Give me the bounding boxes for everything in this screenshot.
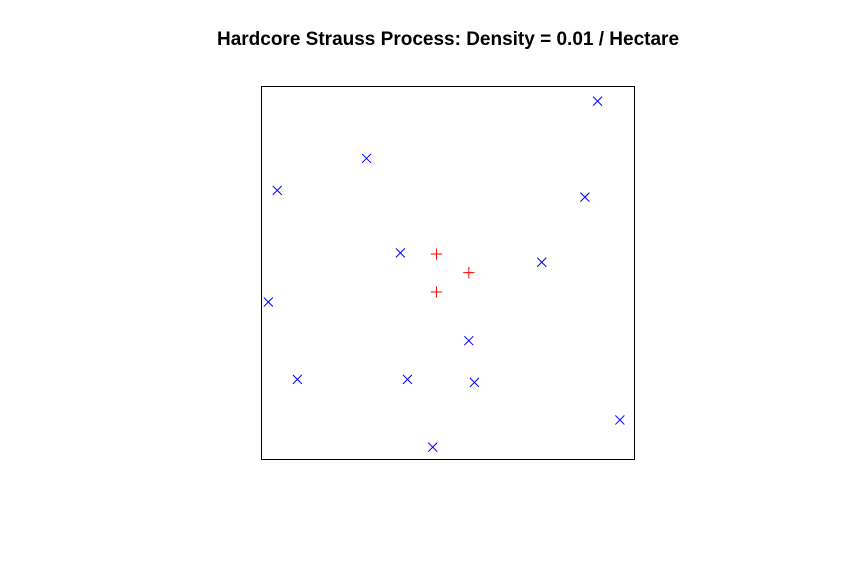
point-stroke xyxy=(536,257,547,268)
point-stroke xyxy=(263,297,274,307)
cross-point xyxy=(263,297,274,307)
cross-point xyxy=(469,377,480,388)
point-stroke xyxy=(463,335,474,346)
plus-point xyxy=(430,248,443,260)
plus-point xyxy=(463,267,475,279)
cross-point xyxy=(292,374,303,385)
plot-frame xyxy=(261,86,635,460)
cross-point xyxy=(580,192,590,202)
cross-point xyxy=(463,335,474,346)
cross-point xyxy=(592,96,603,106)
cross-point xyxy=(536,257,547,268)
point-stroke xyxy=(292,374,303,385)
point-stroke xyxy=(469,377,480,388)
point-stroke xyxy=(361,153,372,164)
point-stroke xyxy=(402,374,413,385)
cross-point xyxy=(427,442,438,452)
point-stroke xyxy=(580,192,590,202)
cross-point xyxy=(395,248,406,258)
point-stroke xyxy=(592,96,603,106)
point-stroke xyxy=(395,248,406,258)
point-stroke xyxy=(615,415,625,425)
plus-point xyxy=(430,286,443,298)
cross-point xyxy=(272,185,283,196)
cross-point xyxy=(402,374,413,385)
cross-point xyxy=(615,415,625,425)
chart-title: Hardcore Strauss Process: Density = 0.01… xyxy=(216,29,680,50)
point-stroke xyxy=(272,185,283,196)
points-layer xyxy=(263,96,625,452)
cross-point xyxy=(361,153,372,164)
point-stroke xyxy=(427,442,438,452)
